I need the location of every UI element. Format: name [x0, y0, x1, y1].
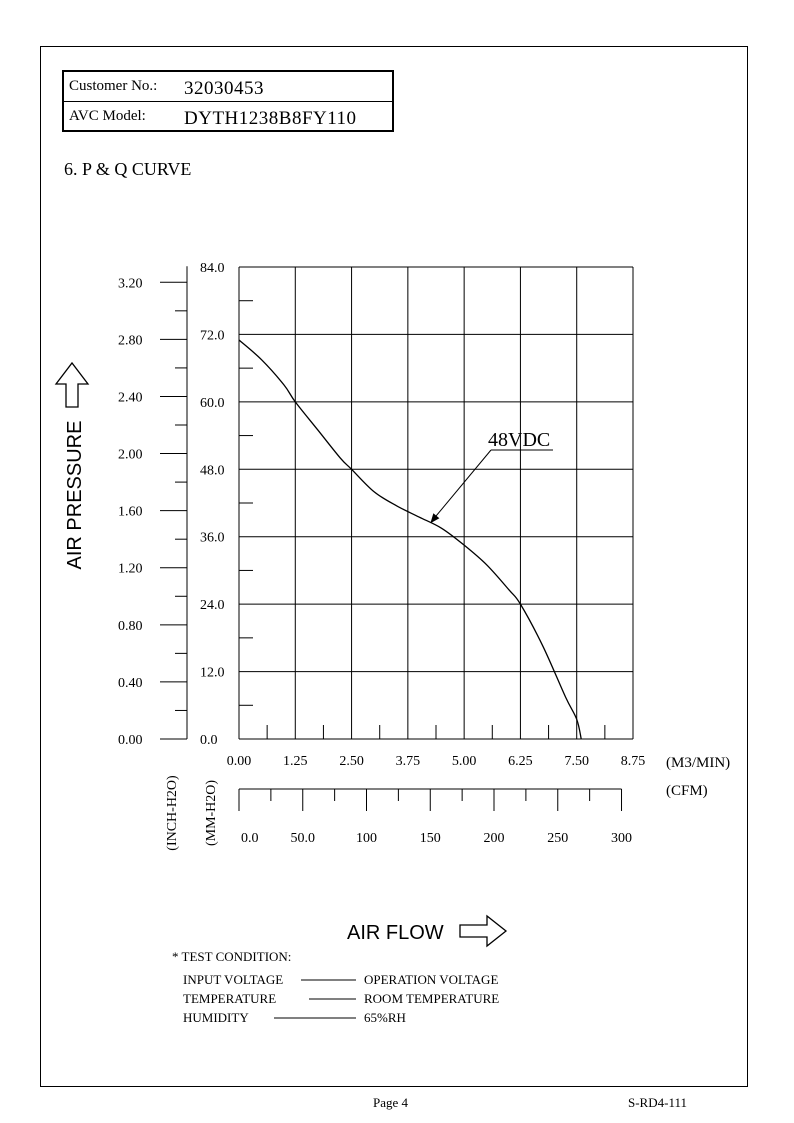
y-tick-label-mm: 12.0 — [200, 666, 225, 681]
y-tick-label-inch: 1.20 — [118, 562, 143, 577]
y-tick-label-inch: 1.60 — [118, 505, 143, 520]
model-value: DYTH1238B8FY110 — [184, 108, 357, 129]
y-tick-label-inch: 0.80 — [118, 619, 143, 634]
y-unit-mm: (MM-H2O) — [204, 780, 219, 846]
cond-label-voltage: INPUT VOLTAGE — [183, 972, 284, 987]
x-tick-label-cfm: 0.0 — [241, 831, 259, 846]
y-tick-label-mm: 0.0 — [200, 733, 218, 748]
x-tick-label-m3: 3.75 — [396, 754, 421, 769]
x-unit-m3: (M3/MIN) — [666, 755, 730, 771]
x-tick-label-m3: 1.25 — [283, 754, 308, 769]
customer-value: 32030453 — [184, 78, 264, 99]
up-arrow-icon — [54, 361, 90, 408]
y-axis-title: AIR PRESSURE — [64, 421, 86, 570]
y-tick-label-inch: 2.80 — [118, 333, 143, 348]
x-tick-label-m3: 7.50 — [564, 754, 589, 769]
y-tick-label-mm: 48.0 — [200, 463, 225, 478]
right-arrow-icon — [459, 914, 508, 948]
x-tick-label-cfm: 100 — [356, 831, 377, 846]
page-number: Page 4 — [373, 1095, 409, 1110]
test-condition-title: * TEST CONDITION: — [172, 949, 292, 964]
x-tick-label-cfm: 150 — [420, 831, 441, 846]
x-tick-label-m3: 6.25 — [508, 754, 533, 769]
x-tick-label-m3: 0.00 — [227, 754, 252, 769]
x-tick-label-cfm: 200 — [484, 831, 505, 846]
series-line-48vdc — [238, 339, 582, 740]
y-tick-label-mm: 84.0 — [200, 261, 225, 276]
model-info-box: Customer No.: 32030453 AVC Model: DYTH12… — [62, 70, 394, 132]
customer-row: Customer No.: 32030453 — [64, 72, 392, 102]
annotation-leader-line — [432, 449, 492, 520]
x-unit-cfm: (CFM) — [666, 783, 708, 799]
x-tick-label-m3: 5.00 — [452, 754, 477, 769]
y-tick-label-mm: 24.0 — [200, 598, 225, 613]
customer-label: Customer No.: — [69, 78, 158, 94]
x-tick-label-cfm: 250 — [547, 831, 568, 846]
y-tick-label-inch: 2.40 — [118, 390, 143, 405]
y-unit-inch: (INCH-H2O) — [165, 775, 180, 851]
model-label: AVC Model: — [69, 108, 146, 124]
cond-label-temperature: TEMPERATURE — [183, 991, 277, 1006]
model-row: AVC Model: DYTH1238B8FY110 — [64, 102, 392, 131]
annotation-label-48vdc: 48VDC — [488, 429, 550, 451]
y-tick-label-inch: 3.20 — [118, 276, 143, 291]
y-tick-label-inch: 0.00 — [118, 733, 143, 748]
cond-label-humidity: HUMIDITY — [183, 1010, 249, 1025]
section-title: 6. P & Q CURVE — [64, 159, 192, 179]
x-tick-label-m3: 2.50 — [339, 754, 364, 769]
y-tick-label-mm: 36.0 — [200, 531, 225, 546]
y-tick-label-mm: 60.0 — [200, 396, 225, 411]
x-tick-label-m3: 8.75 — [621, 754, 646, 769]
x-axis-title: AIR FLOW — [347, 922, 444, 944]
annotation-arrowhead — [430, 513, 440, 524]
y-tick-label-mm: 72.0 — [200, 328, 225, 343]
y-tick-label-inch: 0.40 — [118, 676, 143, 691]
x-tick-label-cfm: 50.0 — [291, 831, 316, 846]
y-tick-label-inch: 2.00 — [118, 448, 143, 463]
cond-value-humidity: 65%RH — [364, 1010, 406, 1025]
x-tick-label-cfm: 300 — [611, 831, 632, 846]
page-frame — [40, 46, 748, 1087]
cond-value-temperature: ROOM TEMPERATURE — [364, 991, 500, 1006]
document-code: S-RD4-111 — [628, 1095, 687, 1110]
cond-value-voltage: OPERATION VOLTAGE — [364, 972, 499, 987]
